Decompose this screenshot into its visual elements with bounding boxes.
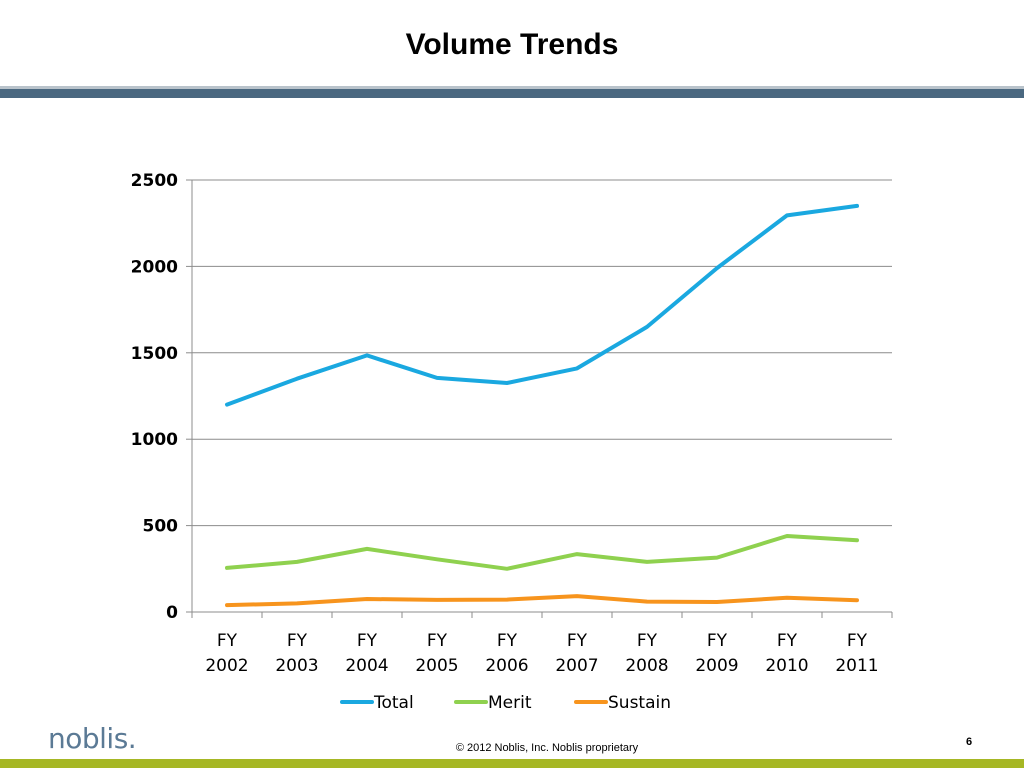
footer-bar xyxy=(0,759,1024,768)
legend-label-sustain: Sustain xyxy=(608,693,671,713)
legend-label-total: Total xyxy=(373,693,414,713)
series-line-merit xyxy=(225,534,859,571)
legend-label-merit: Merit xyxy=(488,693,532,713)
legend: Total Merit Sustain xyxy=(340,693,671,713)
x-tick-label: FY 2008 xyxy=(625,631,668,676)
noblis-logo: noblis. xyxy=(48,722,137,755)
slide-title: Volume Trends xyxy=(405,28,619,61)
x-tick-label: FY 2005 xyxy=(415,631,458,676)
axes: 0 500 1000 1500 2000 2500 FY 2002 FY 2003 FY 2004 FY… xyxy=(131,171,893,676)
x-tick-label: FY 2006 xyxy=(485,631,528,676)
y-tick-label: 0 xyxy=(166,603,178,623)
title-divider xyxy=(0,89,1024,98)
y-tick-label: 2500 xyxy=(131,171,178,191)
page-number: 6 xyxy=(966,736,973,748)
x-tick-label: FY 2002 xyxy=(205,631,248,676)
x-tick-label: FY 2004 xyxy=(345,631,388,676)
x-tick-label: FY 2007 xyxy=(555,631,598,676)
y-tick-label: 1000 xyxy=(131,430,178,450)
title-divider-light xyxy=(0,86,1024,89)
copyright-footer: © 2012 Noblis, Inc. Noblis proprietary xyxy=(455,742,639,754)
x-tick-label: FY 2009 xyxy=(695,631,738,676)
x-tick-label: FY 2011 xyxy=(835,631,878,676)
y-tick-label: 1500 xyxy=(131,344,178,364)
series-line-total xyxy=(225,203,859,407)
y-tick-label: 500 xyxy=(143,517,179,537)
y-tick-label: 2000 xyxy=(131,257,178,277)
series-lines xyxy=(225,203,859,608)
x-tick-label: FY 2010 xyxy=(765,631,808,676)
series-line-sustain xyxy=(225,594,859,608)
x-tick-label: FY 2003 xyxy=(275,631,318,676)
gridlines xyxy=(192,179,892,527)
